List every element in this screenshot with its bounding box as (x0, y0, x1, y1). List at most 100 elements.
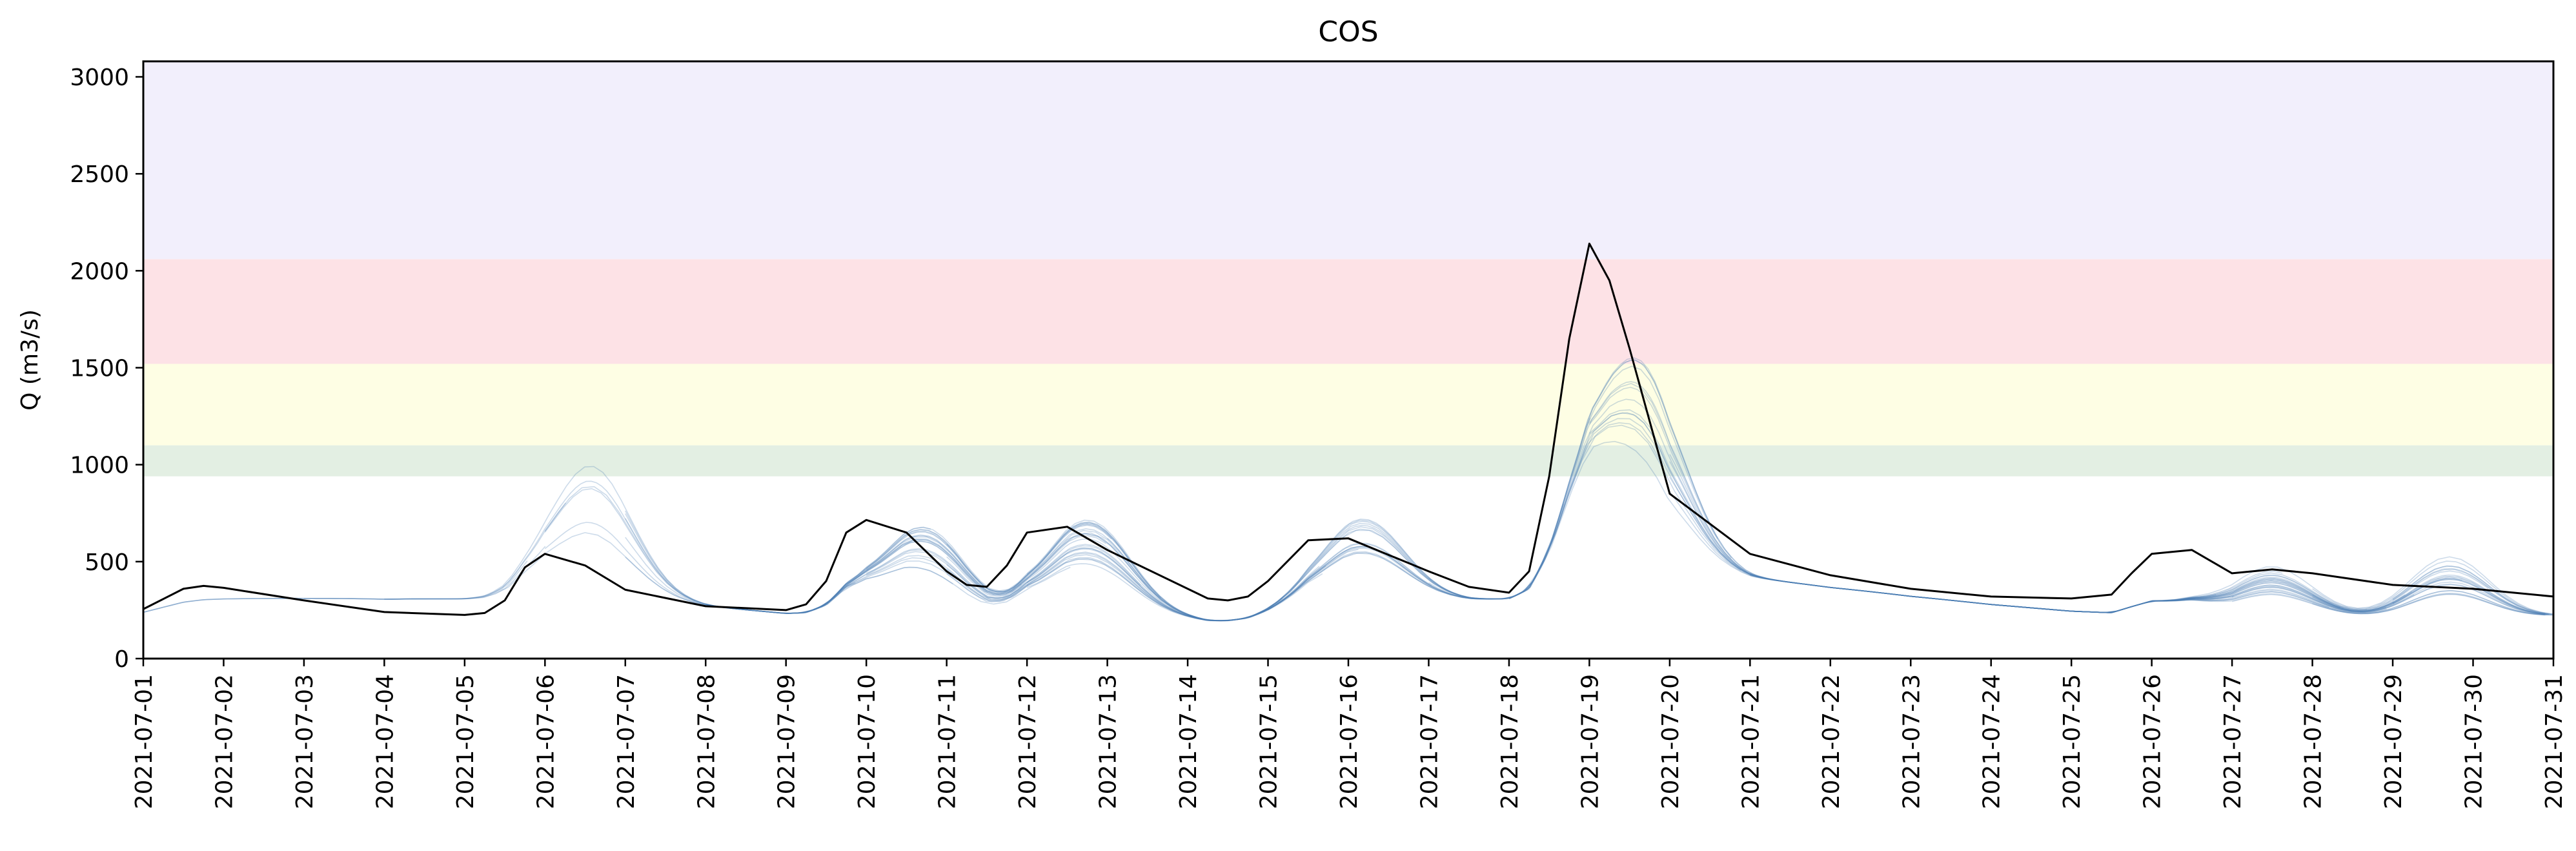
ensemble-member-line (946, 523, 1285, 621)
ensemble-member-line (1508, 418, 2234, 613)
ensemble-member-line (2071, 590, 2548, 616)
ensemble-member-line (946, 553, 1326, 622)
x-tick-label: 2021-07-19 (1577, 674, 1603, 809)
ensemble-member-line (1669, 461, 2075, 612)
ensemble-member-line (1669, 454, 1984, 604)
ensemble-member-line (946, 424, 1741, 622)
x-tick-label: 2021-07-01 (131, 674, 157, 809)
ensemble-member-line (1991, 579, 2406, 613)
ensemble-member-line (1991, 579, 2394, 613)
y-tick-label: 1000 (70, 453, 129, 479)
series-lines (143, 242, 2554, 616)
ensemble-members (143, 357, 2553, 622)
x-tick-label: 2021-07-08 (693, 674, 720, 809)
ensemble-member-line (1508, 381, 1802, 599)
y-axis: 0 500 1000 1500 2000 2500 3000 (70, 65, 143, 673)
ensemble-member-line (1588, 383, 2216, 613)
x-tick-label: 2021-07-06 (532, 674, 559, 809)
ensemble-member-line (866, 546, 1493, 622)
ensemble-member-line (625, 513, 1112, 614)
ensemble-member-line (2312, 560, 2545, 614)
ensemble-member-line (2392, 576, 2552, 615)
ensemble-member-line (1991, 580, 2413, 613)
y-tick-label: 3000 (70, 65, 129, 91)
ensemble-member-line (1268, 358, 1878, 609)
ensemble-member-line (1187, 520, 1505, 621)
ensemble-member-line (1750, 575, 2387, 613)
ensemble-member-line (705, 540, 1022, 614)
x-tick-label: 2021-07-25 (2059, 674, 2085, 809)
ensemble-member-line (1187, 412, 1840, 622)
ensemble-member-line (1588, 409, 2196, 613)
ensemble-member-line (2392, 578, 2553, 615)
x-tick-label: 2021-07-29 (2380, 674, 2407, 809)
ensemble-member-line (786, 528, 1490, 621)
x-tick-label: 2021-07-28 (2300, 674, 2327, 809)
ensemble-member-line (1991, 583, 2545, 615)
ensemble-member-line (1750, 571, 2283, 613)
ensemble-member-line (1026, 563, 1323, 622)
ensemble-member-line (2151, 568, 2546, 615)
ensemble-member-line (625, 510, 1132, 614)
x-tick-label: 2021-07-21 (1738, 674, 1764, 809)
y-tick-label: 0 (114, 646, 129, 673)
ensemble-member-line (2312, 574, 2549, 615)
ensemble-member-line (625, 518, 984, 614)
ensemble-member-line (303, 532, 1071, 614)
ensemble-member-line (1187, 365, 1732, 621)
ensemble-member-line (1026, 422, 1662, 622)
ensemble-member-line (1830, 574, 2368, 613)
ensemble-member-line (1911, 570, 2489, 613)
ensemble-member-line (143, 502, 567, 613)
ensemble-member-line (625, 557, 953, 614)
x-tick-label: 2021-07-02 (211, 674, 238, 809)
ensemble-member-line (544, 487, 1106, 614)
series-line-0 (143, 242, 2554, 616)
ensemble-member-line (2312, 593, 2546, 616)
threshold-band-0 (143, 445, 2553, 477)
ensemble-member-line (1588, 387, 2002, 606)
ensemble-member-line (2151, 592, 2545, 616)
chart-title: COS (1318, 15, 1378, 48)
ensemble-member-line (544, 522, 856, 614)
ensemble-member-line (705, 519, 1275, 621)
x-tick-label: 2021-07-30 (2461, 674, 2488, 809)
ensemble-member-line (1991, 578, 2462, 613)
ensemble-member-line (2231, 593, 2553, 616)
y-tick-label: 2000 (70, 258, 129, 285)
x-tick-label: 2021-07-14 (1175, 674, 1202, 809)
ensemble-member-line (1991, 556, 2553, 615)
x-tick-label: 2021-07-03 (292, 674, 318, 809)
x-tick-label: 2021-07-07 (613, 674, 640, 809)
ensemble-member-line (1268, 412, 1770, 610)
ensemble-member-line (384, 480, 695, 601)
ensemble-member-line (705, 528, 1202, 620)
ensemble-member-line (1669, 491, 2064, 611)
ensemble-member-line (143, 546, 546, 613)
y-tick-label: 2500 (70, 161, 129, 188)
x-tick-label: 2021-07-04 (372, 674, 398, 809)
x-tick-label: 2021-07-11 (935, 674, 961, 809)
ensemble-member-line (1508, 440, 2144, 613)
ensemble-member-line (2231, 584, 2543, 615)
ensemble-member-line (1750, 573, 2344, 613)
ensemble-member-line (866, 524, 1162, 599)
ensemble-member-line (1428, 398, 1922, 600)
ensemble-member-line (786, 522, 1235, 621)
x-tick-label: 2021-07-26 (2140, 674, 2166, 809)
x-tick-label: 2021-07-12 (1015, 674, 1041, 809)
threshold-band-3 (143, 61, 2553, 260)
threshold-band-1 (143, 364, 2553, 446)
y-tick-label: 500 (85, 549, 129, 576)
ensemble-member-line (2071, 565, 2553, 615)
ensemble-member-line (2392, 566, 2553, 615)
ensemble-member-line (384, 466, 931, 614)
x-tick-label: 2021-07-27 (2220, 674, 2246, 809)
ensemble-member-line (705, 545, 1141, 614)
ensemble-member-line (544, 486, 1283, 621)
ensemble-member-line (705, 548, 1359, 622)
x-tick-label: 2021-07-31 (2541, 674, 2568, 809)
ensemble-member-line (1026, 518, 1493, 621)
ensemble-member-line (1991, 577, 2340, 613)
